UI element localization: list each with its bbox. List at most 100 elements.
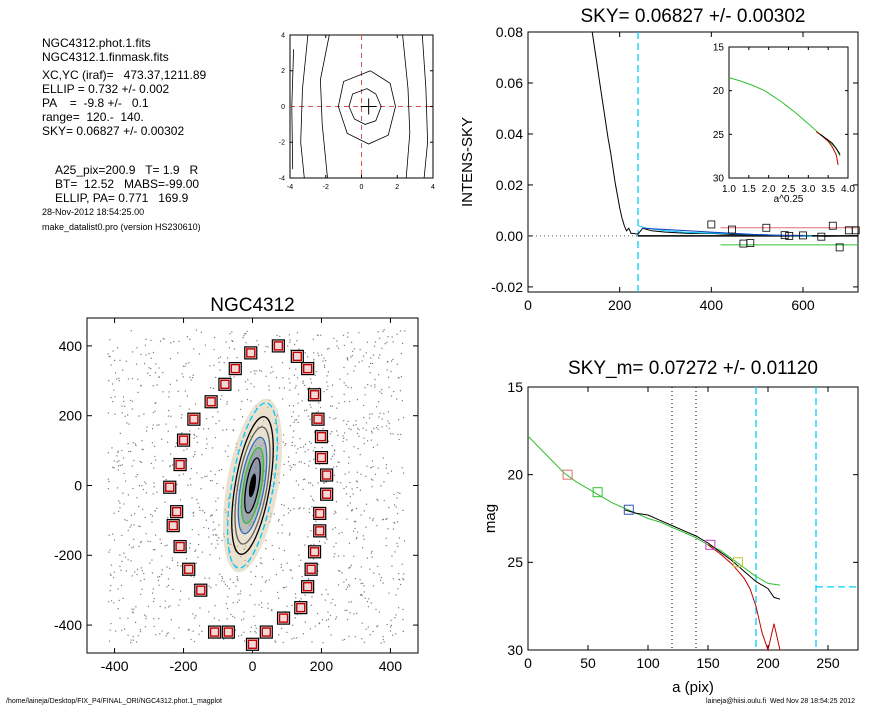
noise-dot <box>397 545 399 548</box>
noise-dot <box>296 613 298 616</box>
noise-dot <box>258 344 260 346</box>
noise-dot <box>328 347 330 350</box>
noise-dot <box>293 508 295 510</box>
noise-dot <box>402 630 404 632</box>
noise-dot <box>198 543 200 546</box>
noise-dot <box>218 619 220 621</box>
info-block-bottom: A25_pix=200.9 T= 1.9 R BT= 12.52 MABS=-99… <box>55 149 199 219</box>
noise-dot <box>133 524 135 526</box>
contour-line <box>300 34 309 179</box>
noise-dot <box>277 591 279 594</box>
noise-dot <box>268 385 270 387</box>
noise-dot <box>291 604 293 607</box>
noise-dot <box>110 564 112 566</box>
noise-dot <box>370 357 372 359</box>
noise-dot <box>387 361 389 363</box>
noise-dot <box>348 542 351 544</box>
noise-dot <box>265 547 267 550</box>
sky-box-inner <box>309 547 320 557</box>
noise-dot <box>314 447 316 449</box>
noise-dot <box>339 570 341 572</box>
noise-dot <box>139 541 142 544</box>
noise-dot <box>276 334 278 337</box>
noise-dot <box>207 428 210 430</box>
noise-dot <box>307 356 309 358</box>
inset-panel: 1.0 1.5 2.0 2.5 3.0 3.5 4.0 15 20 25 30 a^0.25 <box>713 43 856 206</box>
noise-dot <box>282 569 284 572</box>
sky-box <box>221 625 235 639</box>
noise-dot <box>173 637 175 639</box>
sky-box <box>259 625 273 639</box>
info-file2: NGC4312.1.finmask.fits <box>42 50 169 64</box>
noise-dot <box>387 411 390 413</box>
noise-dot <box>119 554 121 556</box>
noise-dot <box>207 527 210 530</box>
noise-dot <box>259 562 261 564</box>
sky-box <box>320 468 334 482</box>
x-tick-label: 3.0 <box>801 184 815 195</box>
noise-dot <box>337 555 339 557</box>
noise-dot <box>159 538 161 540</box>
noise-dot <box>148 367 150 369</box>
noise-dot <box>404 330 406 332</box>
noise-dot <box>318 354 320 357</box>
noise-dot <box>115 630 117 632</box>
noise-dot <box>385 425 388 427</box>
noise-dot <box>390 619 392 621</box>
noise-dot <box>158 376 161 378</box>
sky-square <box>835 243 844 252</box>
noise-dot <box>161 438 163 440</box>
noise-dot <box>193 437 195 439</box>
noise-dot <box>110 364 112 366</box>
noise-dot <box>186 448 188 450</box>
x-tick-label: 2.0 <box>762 184 776 195</box>
sky-box-inner <box>278 613 289 623</box>
noise-dot <box>188 547 191 549</box>
noise-dot <box>273 513 275 515</box>
noise-dot <box>309 418 311 420</box>
noise-dot <box>343 366 345 369</box>
noise-dot <box>143 572 145 575</box>
noise-dot <box>310 544 312 546</box>
sky-box-inner <box>206 397 216 407</box>
noise-dot <box>239 592 241 595</box>
noise-dot <box>373 572 375 574</box>
noise-dot <box>219 398 222 400</box>
noise-dot <box>130 330 132 332</box>
noise-dot <box>210 470 212 472</box>
noise-dot <box>264 351 266 353</box>
noise-dot <box>143 413 145 415</box>
noise-dot <box>256 340 258 342</box>
noise-dot <box>357 427 359 429</box>
noise-dot <box>308 511 310 513</box>
noise-dot <box>377 467 379 469</box>
noise-dot <box>363 538 365 540</box>
noise-dot <box>272 558 275 561</box>
noise-dot <box>156 491 158 493</box>
noise-dot <box>107 452 109 454</box>
noise-dot <box>347 505 349 507</box>
noise-dot <box>333 474 335 476</box>
noise-dot <box>303 507 305 509</box>
noise-dot <box>310 495 312 497</box>
sky-box-inner <box>321 489 332 499</box>
noise-dot <box>331 455 333 457</box>
sky-m-title: SKY_m= 0.07272 +/- 0.01120 <box>568 358 818 379</box>
noise-dot <box>206 475 208 477</box>
noise-dot <box>202 510 204 512</box>
noise-dot <box>268 579 270 581</box>
noise-dot <box>240 634 243 636</box>
noise-dot <box>354 365 356 367</box>
noise-dot <box>119 359 121 361</box>
noise-dot <box>358 361 360 363</box>
noise-dot <box>297 402 299 404</box>
noise-dot <box>333 337 335 339</box>
noise-dot <box>341 531 343 534</box>
noise-dot <box>312 338 314 340</box>
noise-dot <box>355 420 357 422</box>
noise-dot <box>152 549 155 551</box>
noise-dot <box>369 362 372 365</box>
y-tick-label: 2 <box>281 68 285 75</box>
noise-dot <box>283 387 285 389</box>
noise-dot <box>228 347 231 349</box>
